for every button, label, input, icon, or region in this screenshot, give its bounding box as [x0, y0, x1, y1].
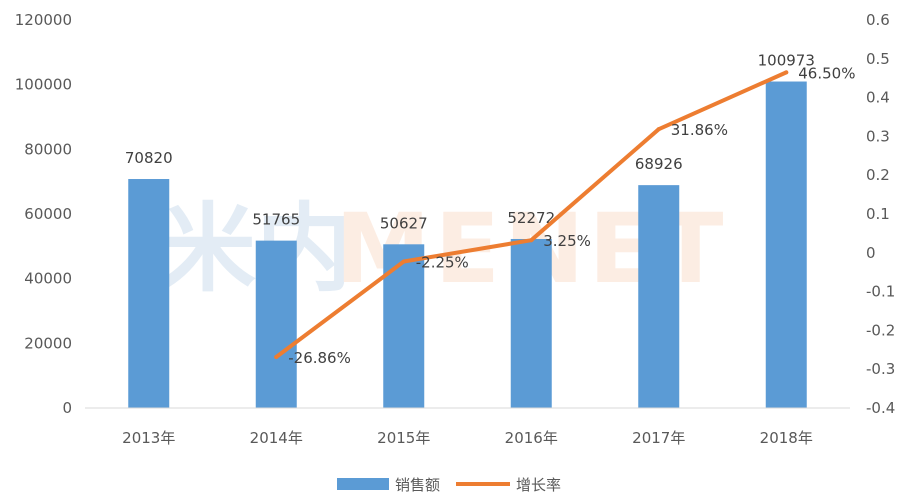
growth-rate-point — [784, 70, 789, 75]
bar — [765, 81, 807, 408]
y-left-tick-label: 0 — [62, 399, 72, 417]
legend-label-sales: 销售额 — [395, 476, 440, 494]
x-tick-label: 2014年 — [250, 429, 303, 447]
y-right-tick-label: 0.2 — [866, 166, 890, 184]
growth-rate-data-label: 3.25% — [543, 232, 591, 250]
x-tick-label: 2017年 — [632, 429, 685, 447]
x-tick-label: 2018年 — [760, 429, 813, 447]
growth-rate-data-label: -26.86% — [288, 349, 351, 367]
y-right-tick-label: -0.2 — [866, 321, 895, 339]
y-right-tick-label: -0.1 — [866, 283, 895, 301]
bar — [510, 238, 552, 408]
bar-data-label: 50627 — [380, 214, 428, 232]
y-right-tick-label: -0.4 — [866, 399, 895, 417]
y-right-tick-label: 0.5 — [866, 50, 890, 68]
y-right-tick-label: 0.1 — [866, 205, 890, 223]
y-left-tick-label: 40000 — [24, 270, 72, 288]
growth-rate-data-label: 46.50% — [798, 64, 855, 82]
growth-rate-data-label: -2.25% — [416, 254, 469, 272]
x-tick-label: 2015年 — [377, 429, 430, 447]
bar — [128, 179, 170, 408]
legend-swatch-sales — [337, 478, 389, 490]
bar-data-label: 70820 — [125, 149, 173, 167]
x-tick-label: 2016年 — [505, 429, 558, 447]
bar — [638, 185, 680, 408]
growth-rate-data-label: 31.86% — [671, 121, 728, 139]
y-left-tick-label: 20000 — [24, 334, 72, 352]
legend-label-growth: 增长率 — [516, 476, 561, 494]
growth-rate-point — [656, 127, 661, 132]
y-left-tick-label: 120000 — [15, 11, 72, 29]
bar-data-label: 68926 — [635, 155, 683, 173]
y-right-tick-label: 0 — [866, 244, 876, 262]
y-right-tick-label: 0.3 — [866, 127, 890, 145]
bar — [255, 240, 297, 408]
bar-data-label: 51765 — [252, 211, 300, 229]
y-left-tick-label: 100000 — [15, 76, 72, 94]
bar-data-label: 100973 — [758, 52, 815, 70]
y-left-tick-label: 60000 — [24, 205, 72, 223]
growth-rate-point — [274, 355, 279, 360]
growth-rate-point — [401, 259, 406, 264]
legend: 销售额 增长率 — [337, 476, 561, 494]
x-tick-label: 2013年 — [122, 429, 175, 447]
y-right-tick-label: 0.6 — [866, 11, 890, 29]
y-right-tick-label: 0.4 — [866, 89, 890, 107]
bar-data-label: 52272 — [507, 209, 555, 227]
y-right-tick-label: -0.3 — [866, 360, 895, 378]
y-left-tick-label: 80000 — [24, 140, 72, 158]
growth-rate-point — [529, 238, 534, 243]
